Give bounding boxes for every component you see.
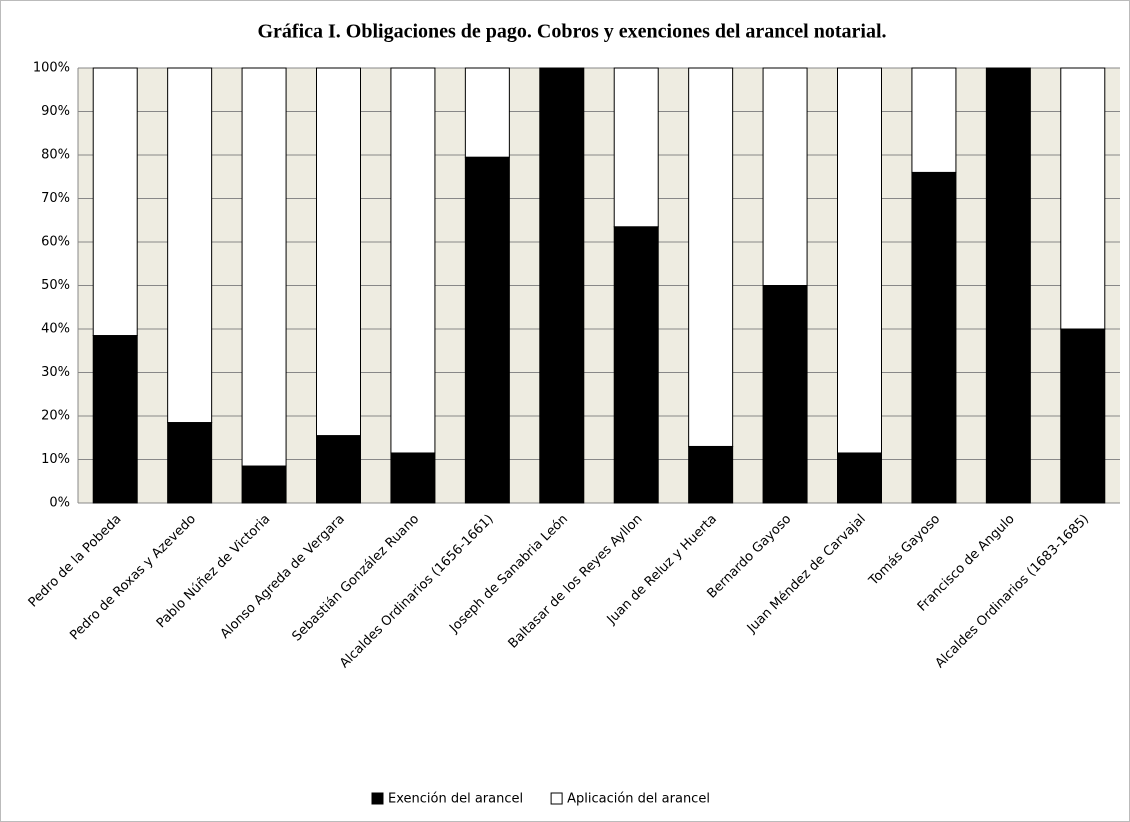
y-tick-label: 90% [41, 104, 70, 119]
y-tick-label: 40% [41, 322, 70, 337]
bar-segment [911, 171, 957, 504]
y-tick-label: 100% [33, 61, 70, 76]
legend-swatch [550, 792, 563, 805]
bar-segment [241, 465, 287, 504]
bar-segment [688, 67, 734, 447]
y-tick-label: 60% [41, 235, 70, 250]
y-tick-label: 80% [41, 148, 70, 163]
chart-title: Gráfica I. Obligaciones de pago. Cobros … [257, 21, 886, 43]
bar-segment [92, 335, 138, 504]
bar-segment [985, 67, 1031, 504]
legend-label: Aplicación del arancel [567, 792, 710, 807]
bar-segment [762, 285, 808, 504]
bar-segment [316, 435, 361, 504]
bar-segment [92, 67, 138, 337]
bar-segment [390, 67, 436, 454]
bar-segment [539, 67, 585, 504]
bar-segment [316, 67, 361, 437]
bar-segment [167, 422, 213, 504]
y-tick-label: 0% [49, 496, 70, 511]
bar-segment [613, 226, 659, 504]
bar-segment [464, 156, 510, 504]
bar-segment [390, 452, 436, 504]
bar-segment [613, 67, 659, 228]
y-tick-label: 70% [41, 191, 70, 206]
bar-segment [688, 445, 734, 504]
y-tick-label: 10% [41, 452, 70, 467]
bar-segment [911, 67, 957, 173]
y-tick-label: 20% [41, 409, 70, 424]
bar-segment [167, 67, 213, 424]
bar-segment [241, 67, 287, 467]
y-tick-label: 50% [41, 278, 70, 293]
y-tick-label: 30% [41, 365, 70, 380]
bar-segment [464, 67, 510, 158]
bar-segment [837, 452, 882, 504]
legend-label: Exención del arancel [388, 792, 523, 807]
bar-segment [1060, 67, 1106, 330]
bar-segment [1060, 328, 1106, 504]
bar-segment [837, 67, 882, 454]
legend-swatch [371, 792, 384, 805]
bar-segment [762, 67, 808, 286]
